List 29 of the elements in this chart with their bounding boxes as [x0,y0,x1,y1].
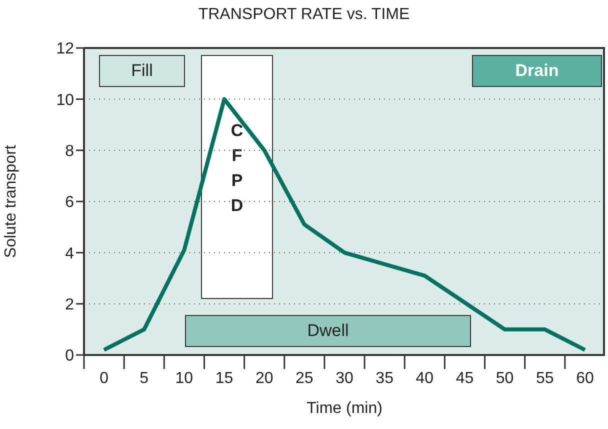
x-tick-label: 25 [296,370,314,387]
y-tick-label: 12 [56,40,74,58]
y-axis-title: Solute transport [2,144,20,258]
phase-label-box: Fill [99,55,185,87]
phase-label-box: Drain [472,55,602,87]
x-tick-label: 10 [175,370,194,387]
phase-label-box: Dwell [185,315,471,347]
y-tick-label: 2 [65,296,74,314]
x-tick-label: 5 [140,370,149,387]
x-tick-label: 50 [496,370,514,387]
x-tick-label: 45 [456,370,474,387]
y-tick-label: 4 [65,245,74,262]
x-axis-title: Time (min) [306,400,382,417]
phase-label-box: CFPD [201,55,273,299]
x-tick-label: 0 [100,370,109,387]
x-tick-label: 20 [255,370,274,387]
annotation: CFPD [230,120,244,217]
x-tick-label: 15 [215,370,234,387]
y-tick-label: 6 [65,194,74,212]
y-tick-label: 10 [56,92,74,109]
chart-title: TRANSPORT RATE vs. TIME [197,6,411,24]
x-tick-label: 55 [536,370,554,387]
y-tick-label: 0 [65,348,74,365]
x-tick-label: 30 [336,370,354,387]
y-tick-label: 8 [65,143,74,160]
x-tick-label: 40 [416,370,434,387]
x-tick-label: 60 [576,370,594,387]
x-tick-label: 35 [376,370,394,387]
line-series [102,97,587,352]
